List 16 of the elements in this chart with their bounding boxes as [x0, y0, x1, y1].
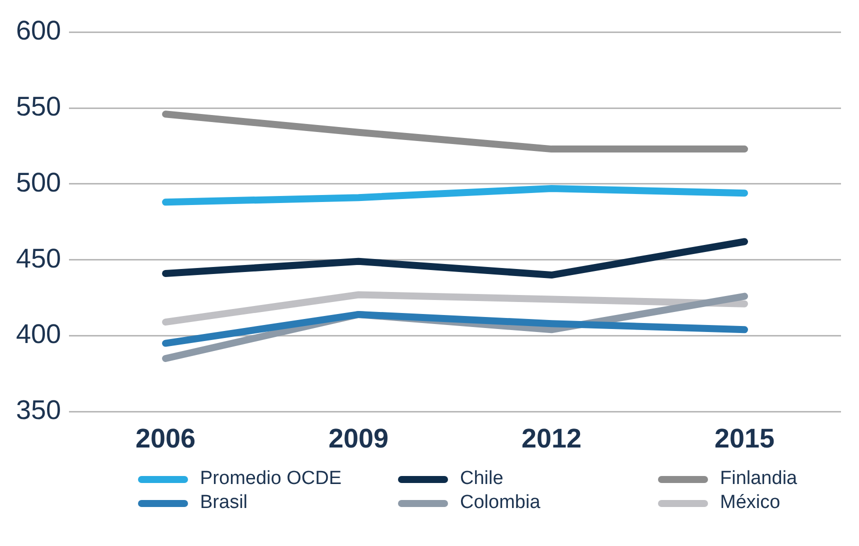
y-tick-label: 600 [16, 16, 62, 46]
x-tick-label: 2012 [521, 423, 582, 454]
legend-label: Chile [460, 468, 504, 490]
y-tick-label: 450 [16, 243, 62, 274]
y-tick-label: 550 [16, 92, 62, 122]
x-tick-label: 2006 [136, 423, 196, 454]
legend-label: Promedio OCDE [200, 468, 342, 490]
y-tick-label: 500 [16, 167, 62, 198]
y-tick-label: 400 [16, 319, 62, 350]
legend-label: México [720, 492, 780, 514]
legend-label: Finlandia [720, 468, 798, 490]
legend-label: Brasil [200, 492, 248, 514]
x-tick-label: 2015 [714, 423, 775, 454]
y-tick-label: 350 [16, 395, 62, 426]
x-tick-label: 2009 [328, 423, 389, 454]
legend-label: Colombia [460, 492, 540, 514]
